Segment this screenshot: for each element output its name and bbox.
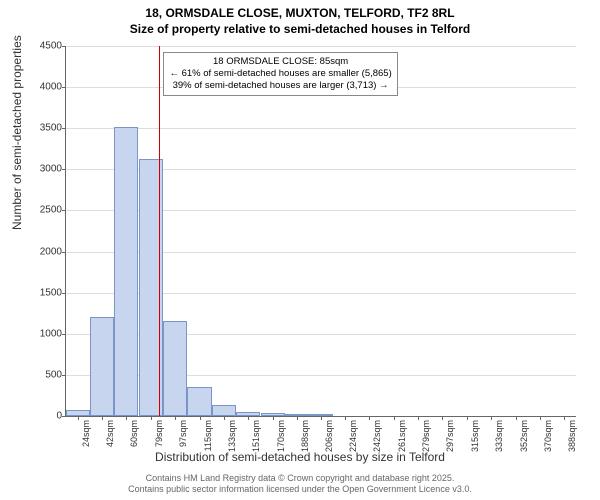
ytick-label: 3000 [28, 164, 62, 175]
xtick-label: 224sqm [348, 420, 358, 452]
xtick-mark [297, 416, 298, 420]
histogram-bar [163, 321, 187, 416]
gridline [66, 46, 576, 47]
xtick-mark [564, 416, 565, 420]
xtick-label: 24sqm [81, 420, 91, 447]
xtick-label: 315sqm [470, 420, 480, 452]
xtick-label: 133sqm [227, 420, 237, 452]
page-title-line1: 18, ORMSDALE CLOSE, MUXTON, TELFORD, TF2… [0, 6, 600, 22]
ytick-mark [62, 169, 66, 170]
ytick-label: 2500 [28, 205, 62, 216]
histogram-bar [114, 127, 138, 416]
xtick-mark [151, 416, 152, 420]
ytick-mark [62, 87, 66, 88]
footer-attribution-2: Contains public sector information licen… [0, 484, 600, 496]
callout-line: 18 ORMSDALE CLOSE: 85sqm [169, 56, 391, 68]
xtick-label: 242sqm [372, 420, 382, 452]
xtick-mark [126, 416, 127, 420]
xtick-label: 151sqm [251, 420, 261, 452]
histogram-bar [212, 405, 236, 416]
xtick-mark [516, 416, 517, 420]
xtick-label: 388sqm [567, 420, 577, 452]
xtick-mark [224, 416, 225, 420]
xtick-mark [540, 416, 541, 420]
ytick-label: 4000 [28, 82, 62, 93]
histogram-chart: 05001000150020002500300035004000450024sq… [65, 46, 576, 417]
xtick-mark [248, 416, 249, 420]
xtick-label: 97sqm [178, 420, 188, 447]
ytick-mark [62, 334, 66, 335]
xtick-mark [78, 416, 79, 420]
xtick-label: 333sqm [494, 420, 504, 452]
ytick-label: 3500 [28, 123, 62, 134]
ytick-mark [62, 252, 66, 253]
xtick-label: 297sqm [445, 420, 455, 452]
xtick-label: 79sqm [154, 420, 164, 447]
reference-marker-line [159, 46, 160, 416]
ytick-mark [62, 416, 66, 417]
xtick-mark [491, 416, 492, 420]
xtick-mark [369, 416, 370, 420]
xtick-label: 206sqm [324, 420, 334, 452]
xtick-mark [345, 416, 346, 420]
callout-line: ← 61% of semi-detached houses are smalle… [169, 68, 391, 80]
xtick-mark [200, 416, 201, 420]
page-title-line2: Size of property relative to semi-detach… [0, 22, 600, 38]
ytick-label: 0 [28, 411, 62, 422]
xtick-mark [273, 416, 274, 420]
xtick-mark [175, 416, 176, 420]
ytick-label: 1000 [28, 328, 62, 339]
ytick-mark [62, 293, 66, 294]
xtick-label: 188sqm [300, 420, 310, 452]
xtick-label: 352sqm [519, 420, 529, 452]
ytick-label: 2000 [28, 246, 62, 257]
ytick-label: 1500 [28, 287, 62, 298]
xtick-label: 261sqm [397, 420, 407, 452]
xtick-mark [394, 416, 395, 420]
xtick-mark [467, 416, 468, 420]
ytick-mark [62, 210, 66, 211]
xtick-label: 279sqm [421, 420, 431, 452]
xtick-label: 370sqm [543, 420, 553, 452]
xtick-label: 60sqm [129, 420, 139, 447]
xtick-mark [321, 416, 322, 420]
footer-attribution-1: Contains HM Land Registry data © Crown c… [0, 473, 600, 485]
ytick-label: 4500 [28, 41, 62, 52]
xtick-label: 170sqm [276, 420, 286, 452]
ytick-label: 500 [28, 369, 62, 380]
marker-callout: 18 ORMSDALE CLOSE: 85sqm← 61% of semi-de… [163, 52, 397, 96]
xtick-label: 115sqm [203, 420, 213, 451]
y-axis-label: Number of semi-detached properties [10, 35, 24, 230]
xtick-mark [102, 416, 103, 420]
histogram-bar [90, 317, 114, 416]
xtick-mark [418, 416, 419, 420]
ytick-mark [62, 46, 66, 47]
gridline [66, 128, 576, 129]
xtick-mark [442, 416, 443, 420]
x-axis-label: Distribution of semi-detached houses by … [0, 450, 600, 464]
callout-line: 39% of semi-detached houses are larger (… [169, 80, 391, 92]
ytick-mark [62, 128, 66, 129]
xtick-label: 42sqm [105, 420, 115, 447]
ytick-mark [62, 375, 66, 376]
histogram-bar [187, 387, 211, 416]
